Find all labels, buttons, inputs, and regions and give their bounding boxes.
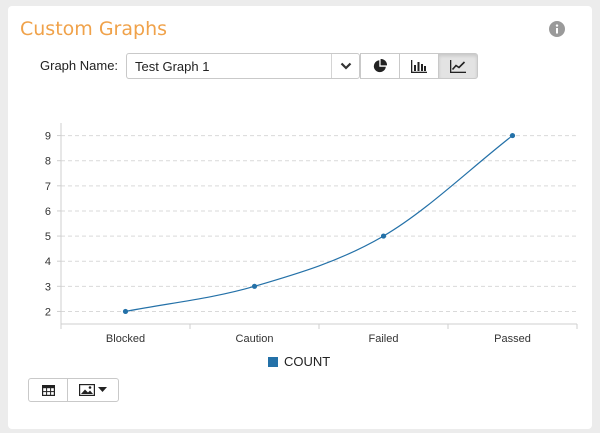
bar-chart-button[interactable] [399, 53, 439, 79]
table-view-button[interactable] [28, 378, 68, 402]
image-export-button[interactable] [67, 378, 119, 402]
panel-title: Custom Graphs [20, 18, 168, 40]
chart-type-buttons [360, 53, 478, 79]
bar-chart-icon [411, 59, 427, 73]
line-chart-icon [450, 59, 466, 73]
table-icon [41, 384, 55, 396]
legend-label: COUNT [284, 354, 331, 369]
caret-down-icon [98, 387, 107, 392]
line-chart-button[interactable] [438, 53, 478, 79]
pie-chart-icon [373, 59, 387, 73]
graph-name-value: Test Graph 1 [135, 59, 210, 74]
info-circle-icon[interactable] [549, 21, 565, 37]
chevron-down-icon[interactable] [331, 54, 359, 78]
graph-name-select[interactable]: Test Graph 1 [126, 53, 360, 79]
export-toolbar [28, 378, 119, 402]
graph-name-label: Graph Name: [40, 58, 119, 73]
legend-swatch [268, 356, 278, 367]
chart-legend[interactable]: COUNT [268, 354, 330, 369]
image-icon [79, 384, 95, 396]
pie-chart-button[interactable] [360, 53, 400, 79]
